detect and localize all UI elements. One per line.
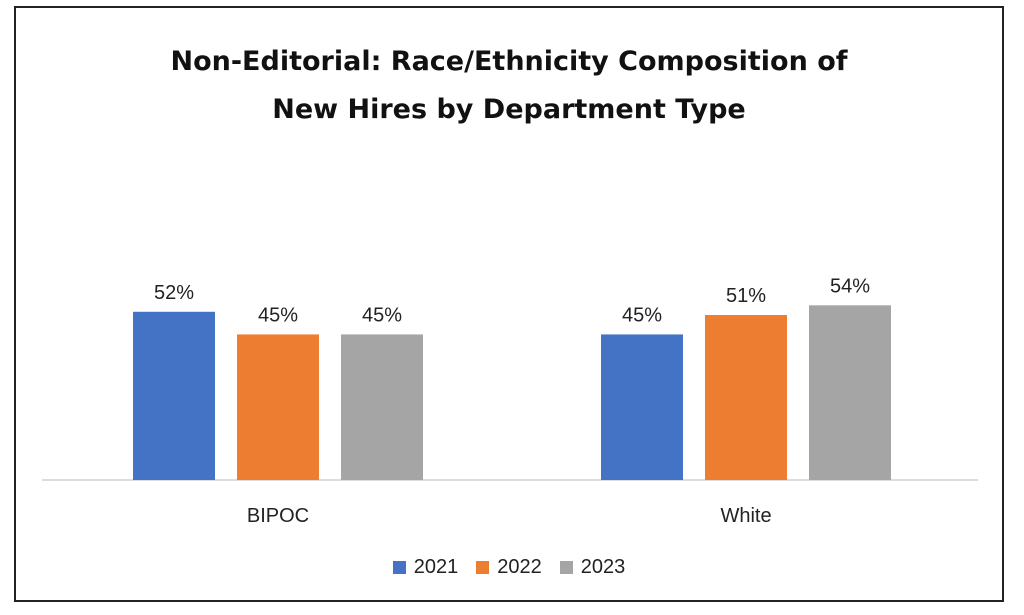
data-label-white-2021: 45% [622,304,662,326]
data-label-bipoc-2021: 52% [154,282,194,304]
category-label-white: White [720,505,771,527]
chart-legend: 2021 2022 2023 [16,556,1002,579]
chart-title: Non-Editorial: Race/Ethnicity Compositio… [16,38,1002,134]
legend-swatch-2021 [392,561,406,574]
legend-label-2021: 2021 [413,556,459,578]
data-label-bipoc-2022: 45% [258,304,298,326]
legend-item-2021: 2021 [392,556,459,579]
data-label-white-2022: 51% [726,285,766,307]
bar-white-2021 [601,334,683,480]
chart-title-line-2: New Hires by Department Type [272,94,746,125]
legend-item-2022: 2022 [476,556,542,579]
legend-swatch-2022 [476,561,490,574]
legend-item-2023: 2023 [559,556,626,579]
chart-frame: Non-Editorial: Race/Ethnicity Compositio… [14,6,1004,602]
bar-bipoc-2023 [341,334,423,480]
legend-swatch-2023 [559,561,573,574]
data-label-white-2023: 54% [830,275,870,297]
category-label-bipoc: BIPOC [247,505,309,527]
data-label-bipoc-2023: 45% [362,304,402,326]
bar-white-2022 [705,315,787,480]
legend-label-2023: 2023 [580,556,626,578]
bar-white-2023 [809,305,891,480]
bar-chart-plot: 52% 45% 45% BIPOC 45% 51% 54% White [42,275,978,527]
chart-title-line-1: Non-Editorial: Race/Ethnicity Compositio… [170,46,848,77]
bar-bipoc-2021 [133,311,215,480]
legend-label-2022: 2022 [497,556,542,578]
bar-bipoc-2022 [237,334,319,480]
